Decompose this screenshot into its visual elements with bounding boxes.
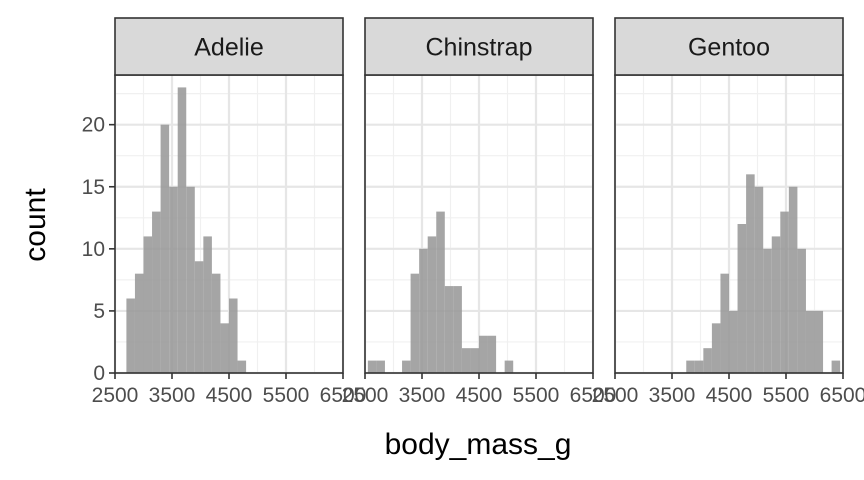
histogram-bar xyxy=(419,248,428,373)
histogram-bar xyxy=(402,360,411,373)
histogram-bar xyxy=(177,87,187,374)
histogram-bar xyxy=(410,273,420,373)
histogram-bar xyxy=(763,248,772,373)
y-tick-label: 20 xyxy=(82,114,105,137)
y-tick-label: 5 xyxy=(93,300,105,323)
histogram-bar xyxy=(771,236,781,373)
facet-panel-adelie: Adelie 2500 3500 4500 5500 6500 xyxy=(92,17,367,407)
histogram-bar xyxy=(814,310,824,373)
histogram-bar xyxy=(203,236,212,373)
histogram-bar xyxy=(220,323,229,373)
facet-strip-label: Gentoo xyxy=(688,34,770,62)
x-tick-label: 4500 xyxy=(456,384,503,407)
histogram-bar xyxy=(169,186,178,373)
histogram-bar xyxy=(211,273,221,373)
histogram-bar xyxy=(237,360,247,373)
histogram-bar xyxy=(711,323,721,373)
x-tick-label: 4500 xyxy=(206,384,253,407)
x-tick-label: 6500 xyxy=(320,384,367,407)
histogram-bar xyxy=(152,211,161,373)
x-tick-label: 2500 xyxy=(342,384,389,407)
histogram-bar xyxy=(186,186,195,373)
histogram-bar xyxy=(831,360,841,373)
histogram-bar xyxy=(686,360,695,373)
histogram-bar xyxy=(788,186,798,373)
histogram-bar xyxy=(160,124,170,374)
x-tick-label: 3500 xyxy=(149,384,196,407)
y-tick-label: 15 xyxy=(82,176,105,199)
histogram-bar xyxy=(229,298,238,373)
histogram-bar xyxy=(453,286,462,373)
y-axis-title: count xyxy=(19,188,52,262)
histogram-bar xyxy=(143,236,153,373)
histogram-bar xyxy=(780,211,789,373)
histogram-bar xyxy=(729,310,738,373)
x-tick-label: 6500 xyxy=(820,384,864,407)
histogram-bar xyxy=(367,360,377,373)
x-tick-label: 3500 xyxy=(399,384,446,407)
histogram-bar xyxy=(737,224,747,373)
x-tick-label: 5500 xyxy=(263,384,310,407)
histogram-bar xyxy=(487,335,497,373)
histogram-bar xyxy=(444,286,454,373)
facet-panel-chinstrap: Chinstrap 2500 3500 4500 5500 6500 xyxy=(342,17,617,407)
histogram-bar xyxy=(134,273,144,373)
x-tick-label: 3500 xyxy=(649,384,696,407)
histogram-bar xyxy=(746,174,755,373)
y-axis: 0 5 10 15 20 xyxy=(82,114,115,385)
x-tick-label: 4500 xyxy=(706,384,753,407)
facet-strip-label: Chinstrap xyxy=(426,34,533,62)
y-tick-label: 10 xyxy=(82,238,105,261)
facet-strip xyxy=(614,17,844,76)
histogram-bar xyxy=(720,273,729,373)
facet-strip xyxy=(114,17,344,76)
histogram-bar xyxy=(126,298,135,373)
facet-strip-label: Adelie xyxy=(194,34,264,62)
histogram-bar xyxy=(805,310,815,373)
histogram-bar xyxy=(479,335,488,373)
x-tick-label: 6500 xyxy=(570,384,617,407)
y-tick-label: 0 xyxy=(93,362,105,385)
histogram-bar xyxy=(694,360,704,373)
histogram-bar xyxy=(427,236,437,373)
histogram-bar xyxy=(376,360,385,373)
x-tick-label: 5500 xyxy=(763,384,810,407)
histogram-bar xyxy=(470,348,479,373)
histogram-bar xyxy=(436,211,445,373)
histogram-bar xyxy=(194,261,204,373)
x-tick-label: 2500 xyxy=(592,384,639,407)
histogram-bar xyxy=(461,348,471,373)
facet-strip xyxy=(364,17,594,76)
histogram-bar xyxy=(754,186,764,373)
histogram-bar xyxy=(797,248,806,373)
facet-panels: Adelie 2500 3500 4500 5500 6500 Chinstrap 2500 3… xyxy=(92,17,864,407)
facet-panel-gentoo: Gentoo 2500 3500 4500 5500 6500 xyxy=(592,17,864,407)
x-axis-title: body_mass_g xyxy=(385,428,572,461)
histogram-bar xyxy=(703,348,712,373)
histogram-bar xyxy=(504,360,514,373)
x-tick-label: 2500 xyxy=(92,384,139,407)
x-tick-label: 5500 xyxy=(513,384,560,407)
